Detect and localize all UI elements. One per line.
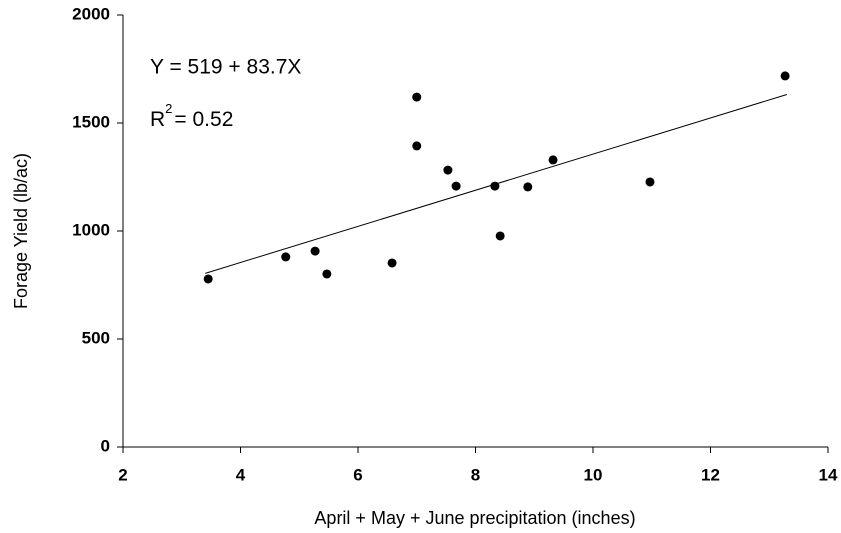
x-tick-label: 12: [701, 465, 720, 484]
equation: Y = 519 + 83.7X: [150, 56, 301, 79]
x-tick-label: 4: [236, 465, 246, 484]
x-tick-label: 10: [584, 465, 603, 484]
r-squared: R2= 0.52: [150, 101, 233, 130]
r-squared-base: R: [150, 108, 165, 131]
r-squared-sup: 2: [165, 101, 172, 116]
point: [443, 165, 453, 175]
point: [412, 141, 422, 151]
y-tick-label: 1500: [72, 112, 110, 131]
point: [203, 274, 213, 284]
y-axis-title: Forage Yield (lb/ac): [11, 153, 31, 309]
point: [322, 269, 332, 279]
point: [451, 181, 461, 191]
x-tick-label: 14: [819, 465, 838, 484]
point: [548, 155, 558, 165]
x-axis-title: April + May + June precipitation (inches…: [314, 508, 635, 528]
y-tick-label: 1000: [72, 220, 110, 239]
point: [281, 252, 291, 262]
y-tick-label: 2000: [72, 4, 110, 23]
point: [780, 71, 790, 81]
r-squared-rest: = 0.52: [174, 108, 233, 131]
x-tick-label: 6: [353, 465, 362, 484]
point: [495, 231, 505, 241]
point: [645, 177, 655, 187]
point: [310, 246, 320, 256]
point: [387, 258, 397, 268]
point: [490, 181, 500, 191]
x-tick-label: 2: [118, 465, 127, 484]
point: [412, 92, 422, 102]
y-tick-label: 500: [82, 328, 110, 347]
x-tick-label: 8: [471, 465, 480, 484]
y-tick-label: 0: [101, 436, 110, 455]
point: [523, 182, 533, 192]
